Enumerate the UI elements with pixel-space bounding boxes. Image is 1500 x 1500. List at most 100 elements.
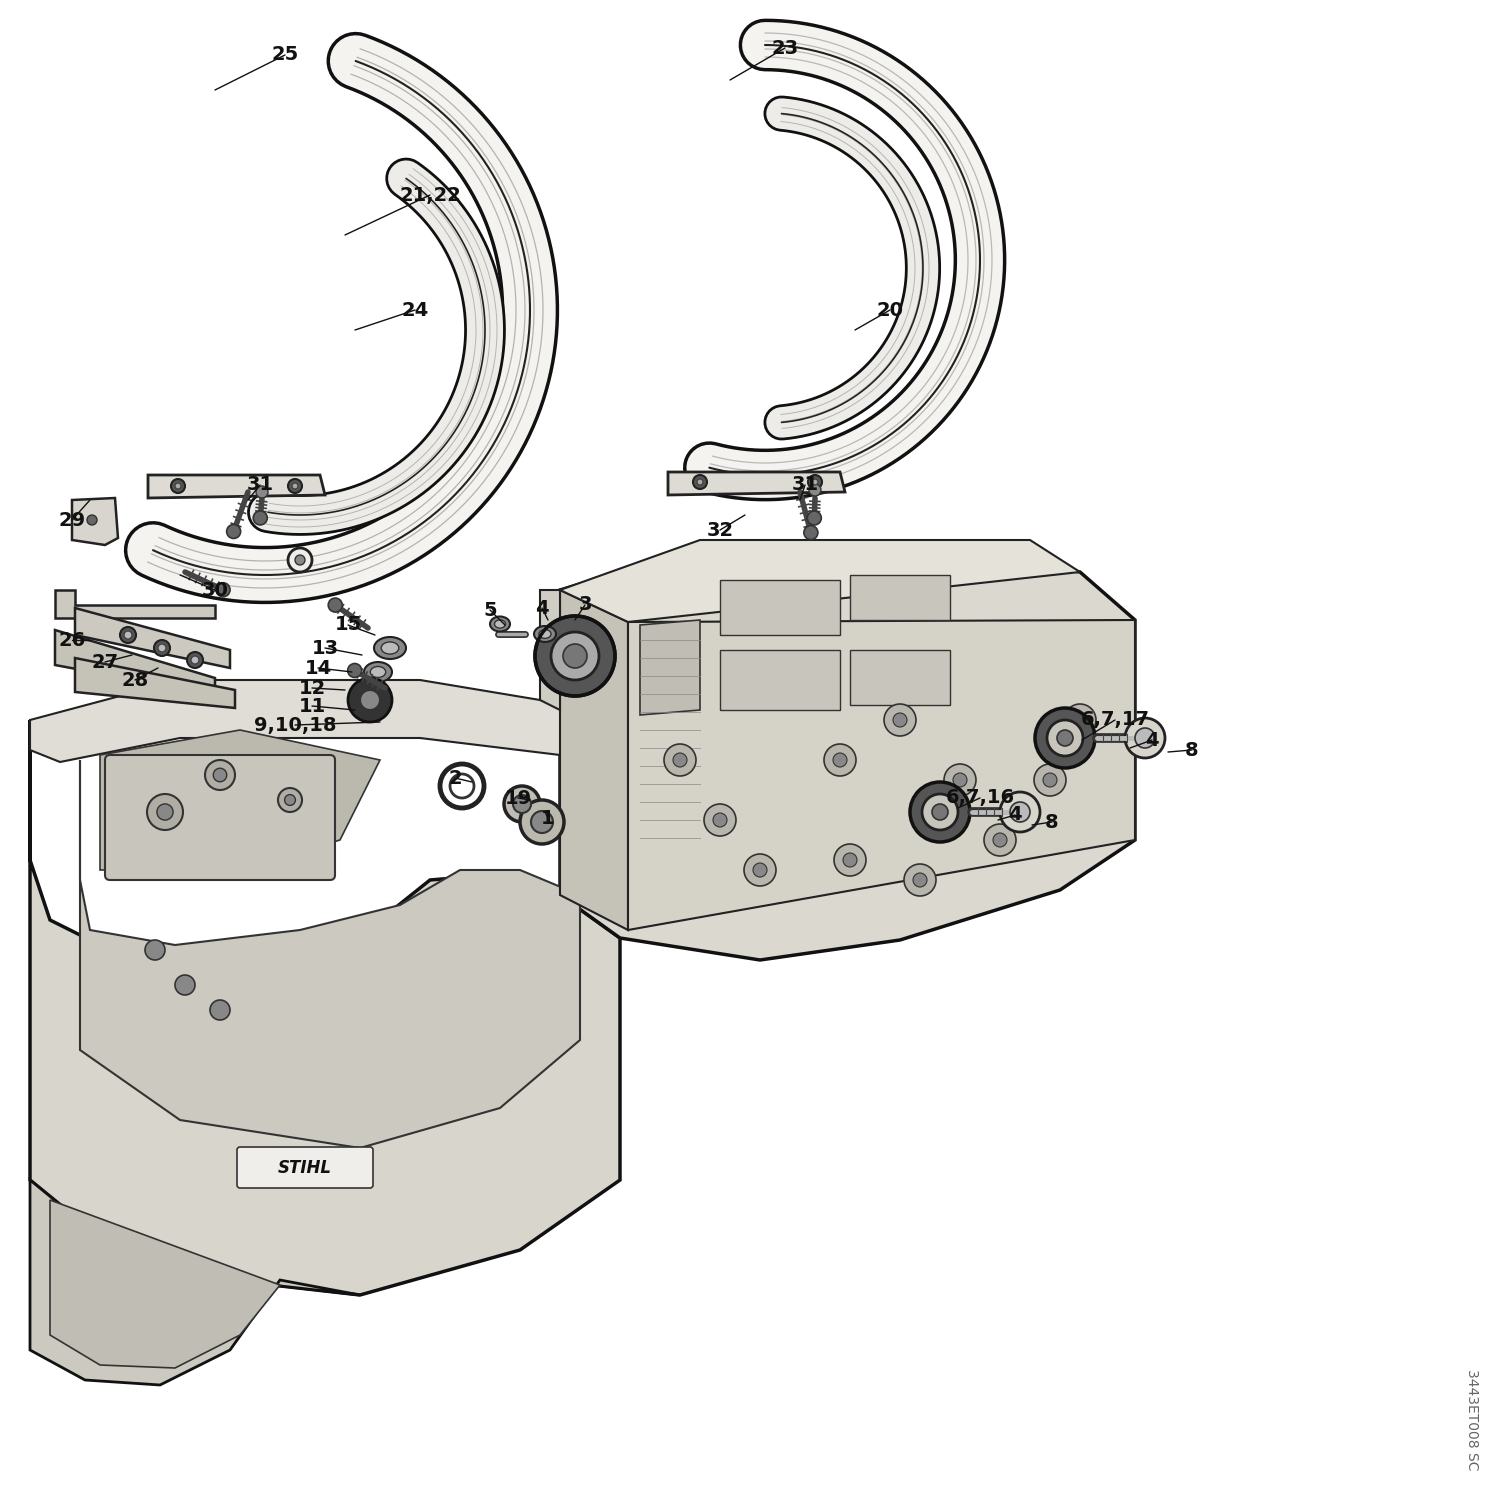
Text: 1: 1 <box>542 808 555 828</box>
Circle shape <box>285 795 296 806</box>
Circle shape <box>348 678 392 722</box>
Text: 3443ET008 SC: 3443ET008 SC <box>1466 1370 1479 1470</box>
Circle shape <box>1047 720 1083 756</box>
Circle shape <box>176 483 181 489</box>
Circle shape <box>188 652 202 668</box>
Circle shape <box>843 853 856 867</box>
Text: 19: 19 <box>504 789 531 807</box>
Polygon shape <box>30 1180 360 1384</box>
Ellipse shape <box>370 666 386 678</box>
Polygon shape <box>56 590 214 618</box>
Circle shape <box>932 804 948 820</box>
Circle shape <box>171 478 184 494</box>
Circle shape <box>993 833 1006 848</box>
Circle shape <box>698 478 703 484</box>
Circle shape <box>824 744 856 776</box>
Circle shape <box>1136 728 1155 748</box>
Text: 8: 8 <box>1185 741 1198 759</box>
Circle shape <box>1010 802 1031 822</box>
Text: 4: 4 <box>536 598 549 618</box>
Circle shape <box>807 512 822 525</box>
Circle shape <box>147 794 183 830</box>
Circle shape <box>158 804 172 820</box>
Circle shape <box>753 862 766 877</box>
Circle shape <box>550 632 598 680</box>
Circle shape <box>536 616 615 696</box>
Polygon shape <box>540 590 560 710</box>
Text: 20: 20 <box>876 300 903 320</box>
Text: 31: 31 <box>792 476 819 495</box>
Text: 24: 24 <box>402 300 429 320</box>
Circle shape <box>210 1000 230 1020</box>
Text: 29: 29 <box>58 510 86 530</box>
FancyBboxPatch shape <box>237 1148 374 1188</box>
Text: 28: 28 <box>122 670 148 690</box>
Circle shape <box>922 794 958 830</box>
Text: 23: 23 <box>771 39 798 57</box>
Ellipse shape <box>538 630 550 639</box>
Polygon shape <box>75 608 230 668</box>
Circle shape <box>693 476 706 489</box>
Text: 4: 4 <box>1008 806 1022 825</box>
Bar <box>850 574 950 620</box>
Circle shape <box>1058 730 1072 746</box>
Polygon shape <box>560 540 1080 622</box>
Text: 9,10,18: 9,10,18 <box>254 716 336 735</box>
Circle shape <box>884 704 916 736</box>
Circle shape <box>87 514 98 525</box>
Circle shape <box>1072 712 1088 728</box>
Circle shape <box>712 813 728 826</box>
Circle shape <box>944 764 976 796</box>
Circle shape <box>1042 772 1058 788</box>
Circle shape <box>292 483 298 489</box>
Polygon shape <box>668 472 844 495</box>
Circle shape <box>190 656 200 664</box>
Polygon shape <box>56 630 214 694</box>
Circle shape <box>562 644 586 668</box>
Text: 2: 2 <box>448 768 462 788</box>
Polygon shape <box>30 720 619 1294</box>
Ellipse shape <box>364 662 392 682</box>
Circle shape <box>1000 792 1039 832</box>
Polygon shape <box>560 590 628 930</box>
Text: 12: 12 <box>298 678 326 698</box>
Circle shape <box>206 760 236 790</box>
Circle shape <box>296 555 304 566</box>
Text: 11: 11 <box>298 696 326 715</box>
Circle shape <box>892 712 908 728</box>
Circle shape <box>914 873 927 886</box>
Circle shape <box>704 804 736 836</box>
Text: 15: 15 <box>334 615 362 634</box>
Circle shape <box>176 975 195 994</box>
Circle shape <box>288 548 312 572</box>
Text: 14: 14 <box>304 658 332 678</box>
Circle shape <box>146 940 165 960</box>
Circle shape <box>952 772 968 788</box>
Ellipse shape <box>381 642 399 654</box>
Circle shape <box>984 824 1016 856</box>
Polygon shape <box>80 760 580 1148</box>
Circle shape <box>504 786 540 822</box>
Text: 21,22: 21,22 <box>399 186 460 204</box>
Circle shape <box>288 478 302 494</box>
Polygon shape <box>75 658 236 708</box>
Text: 6,7,17: 6,7,17 <box>1080 711 1149 729</box>
Circle shape <box>226 525 240 538</box>
Circle shape <box>216 582 229 597</box>
Circle shape <box>531 812 554 832</box>
Circle shape <box>158 644 166 652</box>
Text: 32: 32 <box>706 520 734 540</box>
Circle shape <box>1034 764 1066 796</box>
Circle shape <box>360 690 380 709</box>
Circle shape <box>834 844 866 876</box>
Text: 30: 30 <box>201 580 228 600</box>
Text: 6,7,16: 6,7,16 <box>945 789 1014 807</box>
Polygon shape <box>640 620 700 716</box>
Circle shape <box>674 753 687 766</box>
Polygon shape <box>30 680 619 762</box>
Ellipse shape <box>374 638 406 658</box>
Text: 13: 13 <box>312 639 339 657</box>
Ellipse shape <box>490 616 510 632</box>
Circle shape <box>833 753 848 766</box>
Circle shape <box>154 640 170 656</box>
